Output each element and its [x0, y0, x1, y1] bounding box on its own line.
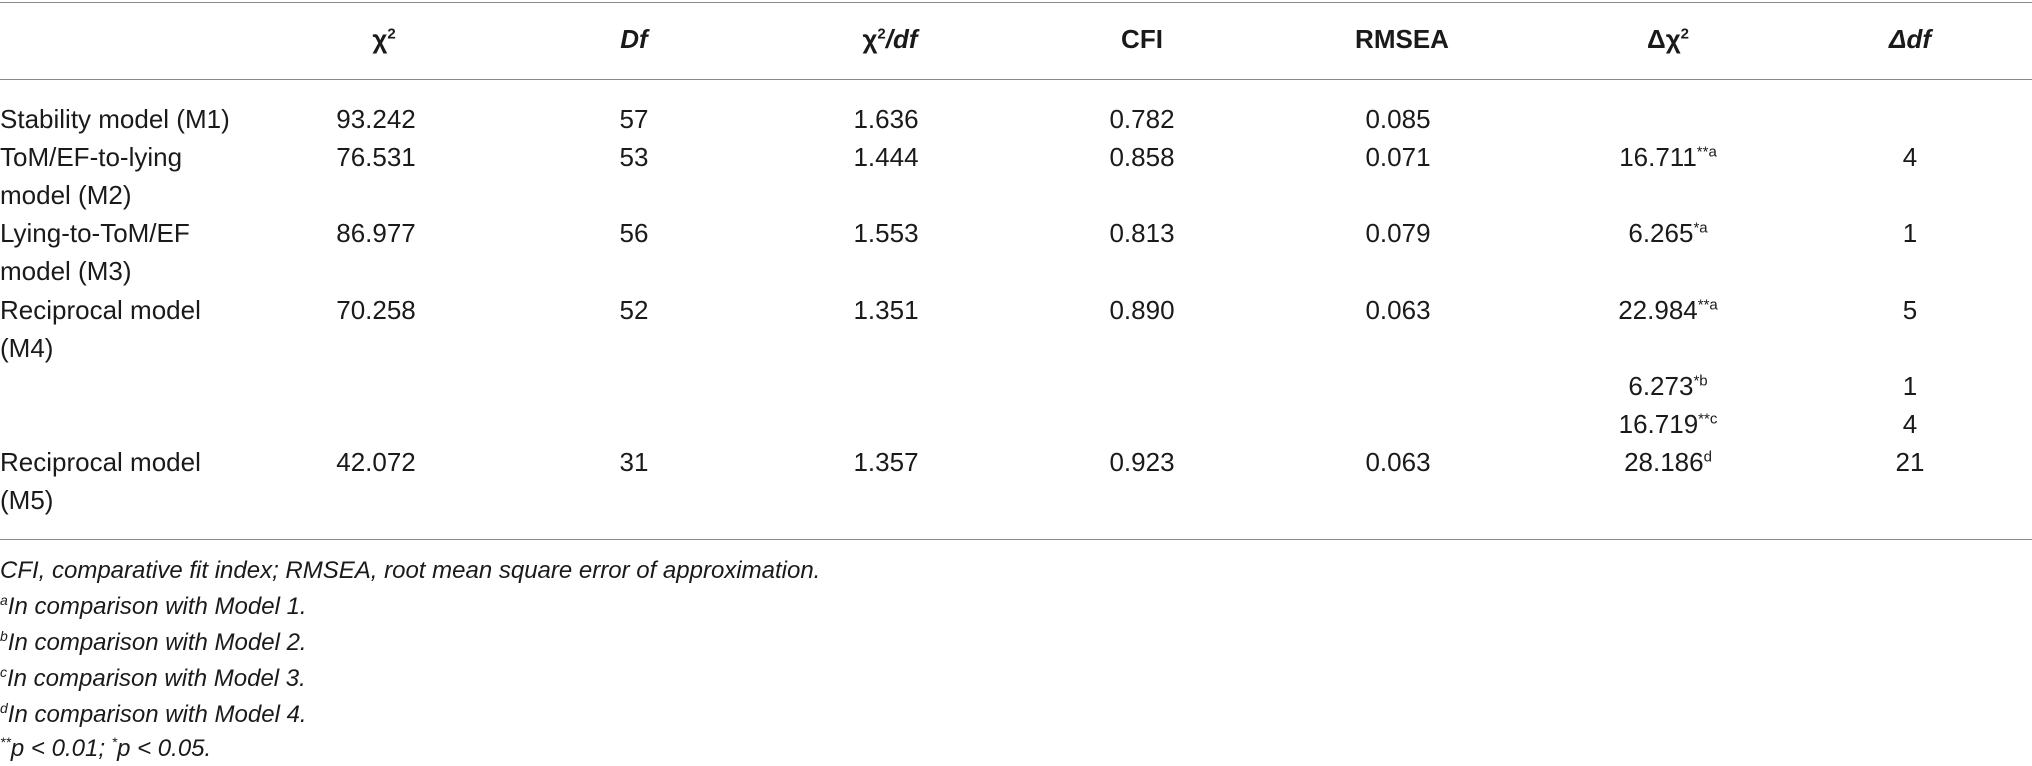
- cell-df: 57: [619, 104, 649, 134]
- footnote-significance: **p < 0.01; *p < 0.05.: [0, 734, 211, 764]
- footnote-sig-mark-1: **: [0, 734, 11, 750]
- cell-chi2: 93.242: [336, 104, 416, 134]
- delta-chi2-value: 6.265: [1628, 218, 1694, 248]
- cell-delta-df: 4: [1902, 409, 1918, 439]
- header-chi2: χ2: [372, 20, 395, 58]
- header-rmsea: RMSEA: [1355, 20, 1449, 58]
- header-delta-symbol: Δ: [1888, 24, 1907, 54]
- cell-rmsea: 0.085: [1365, 104, 1431, 134]
- header-cfi: CFI: [1121, 20, 1163, 58]
- cell-delta-df: 4: [1902, 142, 1918, 172]
- cell-df: 53: [619, 142, 649, 172]
- table-header-rule: [0, 79, 2032, 80]
- cell-rmsea: 0.063: [1365, 295, 1431, 325]
- footnote-c: cIn comparison with Model 3.: [0, 664, 306, 694]
- cell-chi2: 70.258: [336, 295, 416, 325]
- header-chi2-df: χ2/df: [862, 20, 917, 58]
- cell-chi2df: 1.444: [853, 142, 919, 172]
- cell-rmsea: 0.071: [1365, 142, 1431, 172]
- footnote-a-text: In comparison with Model 1.: [7, 593, 307, 620]
- delta-chi2-value: 6.273: [1628, 371, 1694, 401]
- cell-cfi: 0.813: [1109, 218, 1175, 248]
- header-delta-df: Δdf: [1889, 20, 1931, 58]
- header-delta-chi2-symbol: Δχ: [1647, 24, 1681, 54]
- delta-chi2-footnote-mark: **c: [1698, 410, 1718, 428]
- header-delta-chi2-superscript: 2: [1680, 25, 1689, 43]
- cell-df: 56: [619, 218, 649, 248]
- delta-chi2-value: 22.984: [1618, 295, 1698, 325]
- row-label: Reciprocal model (M5): [0, 447, 201, 515]
- footnote-d-text: In comparison with Model 4.: [7, 701, 307, 728]
- cell-delta-df: 1: [1902, 218, 1918, 248]
- cell-delta-chi2: 22.984**a: [1618, 291, 1718, 329]
- footnote-c-mark: c: [0, 664, 7, 680]
- footnote-b-mark: b: [0, 628, 8, 644]
- row-label: ToM/EF-to-lying model (M2): [0, 142, 183, 210]
- header-df-label: Df: [620, 24, 648, 54]
- header-df: Df: [620, 20, 647, 58]
- header-chi2-superscript: 2: [387, 25, 396, 43]
- cell-delta-df: 1: [1902, 371, 1918, 401]
- cell-cfi: 0.782: [1109, 104, 1175, 134]
- header-cfi-label: CFI: [1121, 24, 1163, 54]
- row-label: Reciprocal model (M4): [0, 295, 201, 363]
- header-rmsea-label: RMSEA: [1355, 24, 1449, 54]
- footnote-sig-text-2: p < 0.05.: [117, 735, 212, 762]
- cell-rmsea: 0.063: [1365, 447, 1431, 477]
- delta-chi2-value: 16.711: [1619, 142, 1697, 172]
- cell-delta-chi2: 6.273*b: [1628, 367, 1707, 405]
- footnote-a: aIn comparison with Model 1.: [0, 592, 307, 622]
- header-chi2df-superscript: 2: [877, 25, 886, 43]
- cell-cfi: 0.890: [1109, 295, 1175, 325]
- cell-chi2df: 1.351: [853, 295, 919, 325]
- delta-chi2-footnote-mark: **a: [1697, 296, 1718, 314]
- header-chi2-symbol: χ: [372, 24, 388, 54]
- delta-chi2-value: 16.719: [1618, 409, 1699, 439]
- cell-cfi: 0.923: [1109, 447, 1175, 477]
- header-delta-df-label: df: [1906, 24, 1932, 54]
- cell-delta-chi2: 28.186d: [1624, 443, 1712, 481]
- cell-chi2df: 1.553: [853, 218, 919, 248]
- delta-chi2-footnote-mark: **a: [1696, 143, 1717, 161]
- header-chi2df-symbol: χ: [862, 24, 878, 54]
- footnote-abbreviations: CFI, comparative fit index; RMSEA, root …: [0, 557, 821, 584]
- footnote-b-text: In comparison with Model 2.: [7, 629, 307, 656]
- table-bottom-rule: [0, 539, 2032, 540]
- delta-chi2-footnote-mark: d: [1703, 448, 1712, 466]
- footnote-a-mark: a: [0, 592, 8, 608]
- header-delta-chi2: Δχ2: [1647, 20, 1689, 58]
- cell-delta-chi2: 16.711**a: [1619, 138, 1717, 176]
- cell-chi2: 42.072: [336, 447, 416, 477]
- delta-chi2-footnote-mark: *b: [1693, 372, 1708, 390]
- cell-delta-df: 21: [1895, 447, 1925, 477]
- cell-cfi: 0.858: [1109, 142, 1175, 172]
- footnote-c-text: In comparison with Model 3.: [7, 665, 306, 692]
- cell-rmsea: 0.079: [1365, 218, 1431, 248]
- cell-df: 31: [619, 447, 649, 477]
- delta-chi2-footnote-mark: *a: [1693, 219, 1708, 237]
- footnote-b: bIn comparison with Model 2.: [0, 628, 307, 658]
- cell-chi2: 86.977: [336, 218, 416, 248]
- delta-chi2-value: 28.186: [1624, 447, 1704, 477]
- footnote-d: dIn comparison with Model 4.: [0, 700, 307, 730]
- footnote-d-mark: d: [0, 700, 8, 716]
- header-chi2df-suffix: /df: [885, 24, 918, 54]
- footnote-sig-text-1: p < 0.01;: [10, 735, 112, 762]
- cell-df: 52: [619, 295, 649, 325]
- footnote-sig-mark-2: *: [111, 734, 118, 750]
- row-label: Stability model (M1): [0, 104, 230, 134]
- cell-delta-chi2: 16.719**c: [1619, 405, 1718, 443]
- cell-chi2df: 1.357: [853, 447, 919, 477]
- cell-chi2df: 1.636: [853, 104, 919, 134]
- cell-chi2: 76.531: [336, 142, 416, 172]
- cell-delta-chi2: 6.265*a: [1628, 214, 1707, 252]
- table-top-rule: [0, 2, 2032, 3]
- row-label: Lying-to-ToM/EF model (M3): [0, 218, 190, 286]
- cell-delta-df: 5: [1902, 295, 1918, 325]
